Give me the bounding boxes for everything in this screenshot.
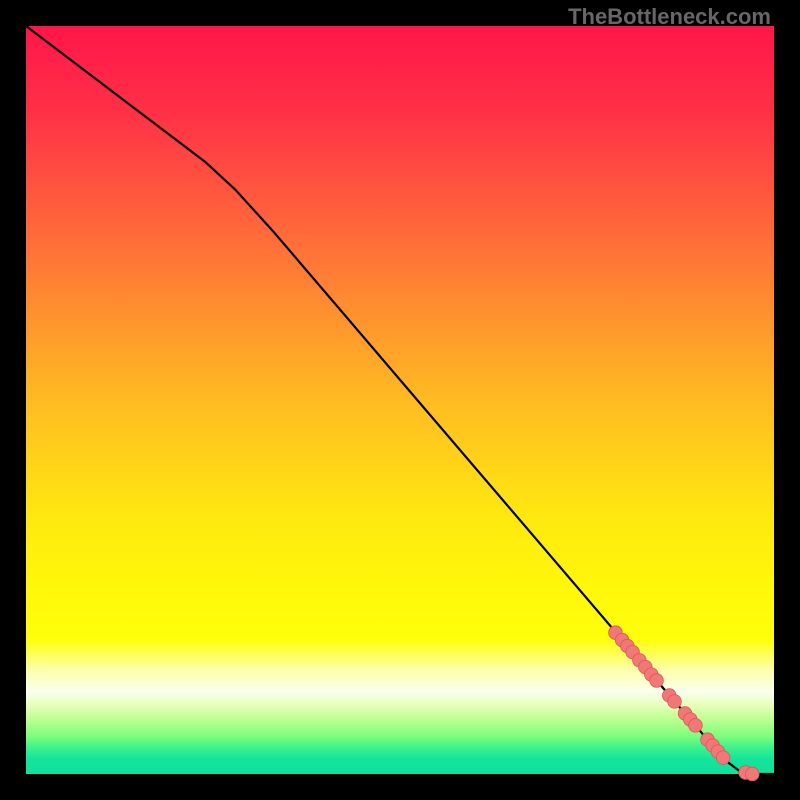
chart-marker [668,695,682,709]
chart-line [26,26,774,774]
chart-marker [716,751,730,765]
chart-marker [650,674,664,688]
plot-area [26,26,774,774]
chart-overlay [26,26,774,774]
chart-markers [609,626,759,781]
chart-marker [689,719,703,733]
watermark-text: TheBottleneck.com [568,4,771,30]
chart-marker [746,767,760,781]
chart-stage: TheBottleneck.com [0,0,800,800]
